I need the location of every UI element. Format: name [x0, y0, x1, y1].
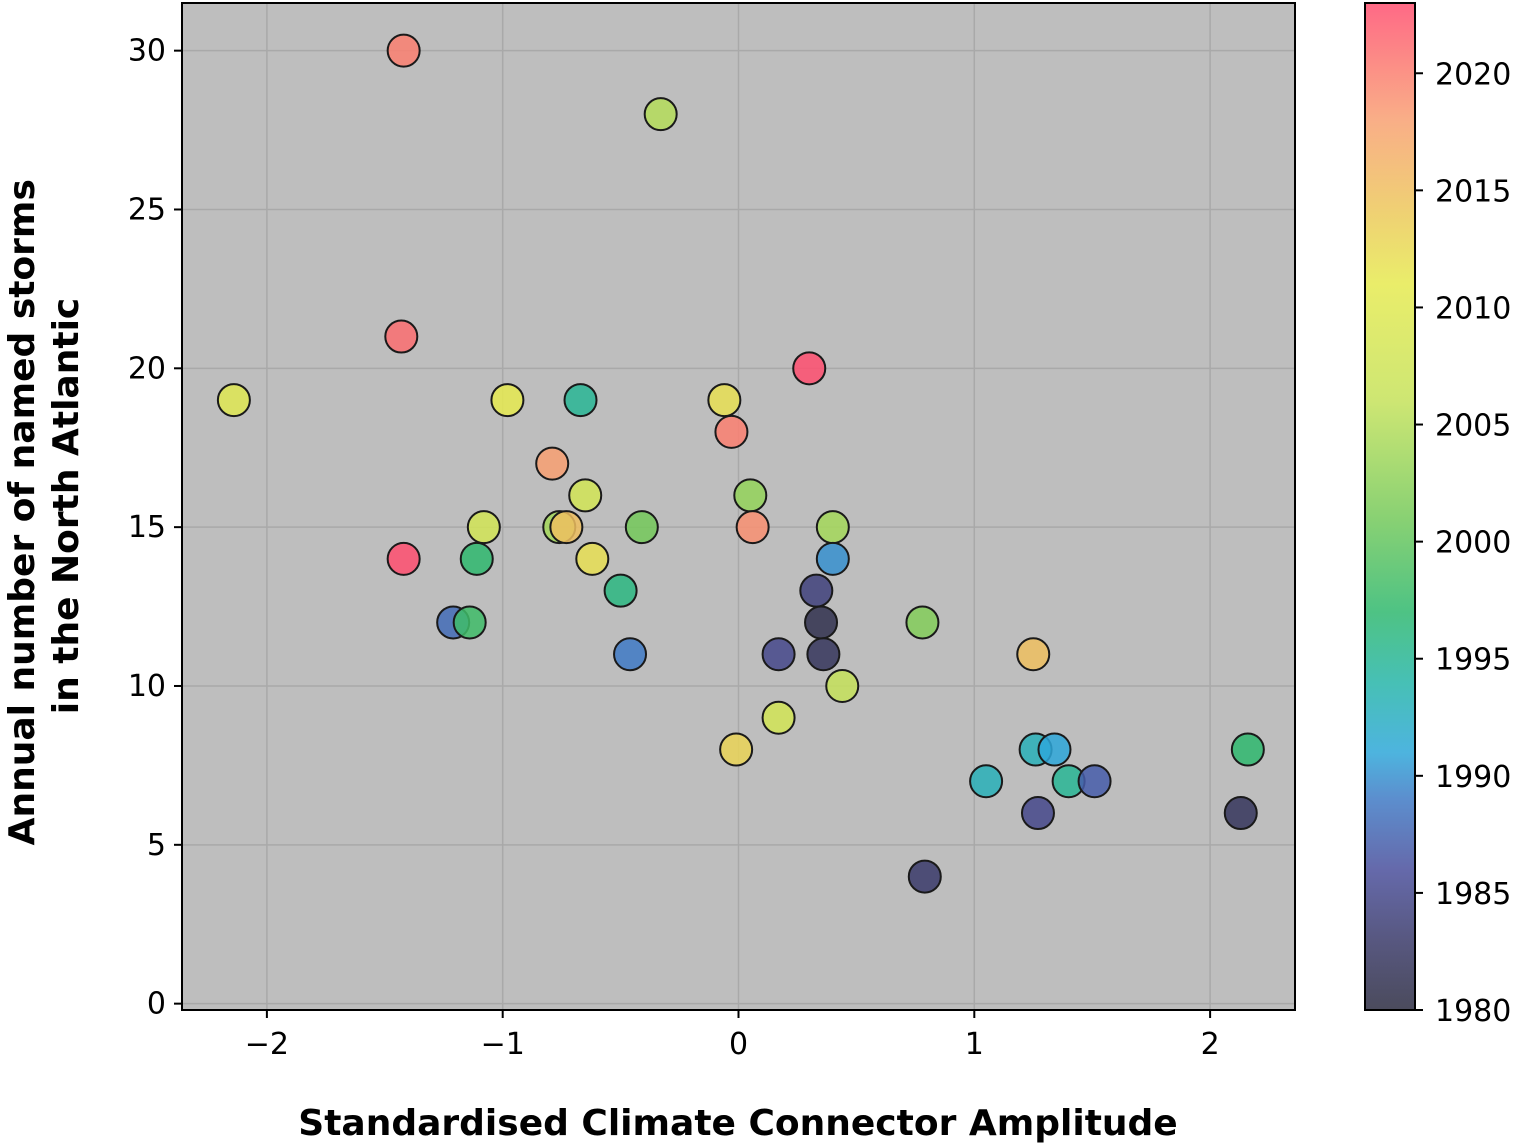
data-point [459, 541, 494, 576]
data-point [761, 637, 796, 672]
y-axis-label-line-1: Annual number of named storms [2, 179, 43, 845]
x-axis: −2 −1 0 1 2 [245, 1010, 1220, 1062]
y-axis: 0 5 10 15 20 25 30 [128, 34, 182, 1022]
data-point [733, 478, 768, 513]
data-point [969, 764, 1004, 799]
data-point [568, 478, 603, 513]
data-point [1223, 796, 1258, 831]
data-point [1230, 732, 1265, 767]
data-point [643, 97, 678, 132]
y-tick-label: 0 [147, 987, 166, 1022]
colorbar-frame [1364, 2, 1416, 1011]
colorbar-ticks: 1980 1985 1990 1995 2000 2005 2010 2015 2020 [1415, 57, 1511, 1029]
data-point [799, 573, 834, 608]
colorbar-fill [1365, 3, 1415, 1010]
colorbar-tick-label: 1990 [1435, 760, 1511, 795]
data-point [216, 383, 251, 418]
data-point [386, 541, 421, 576]
colorbar-tick-label: 2005 [1435, 409, 1511, 444]
data-point [386, 33, 421, 68]
x-tick-label: −2 [245, 1027, 289, 1062]
data-point [563, 383, 598, 418]
colorbar: 1980 1985 1990 1995 2000 2005 2010 2015 2020 [1364, 2, 1511, 1029]
data-point [384, 319, 419, 354]
colorbar-tick-label: 2020 [1435, 57, 1511, 92]
data-point [452, 605, 487, 640]
data-point [1020, 796, 1055, 831]
y-tick-label: 10 [128, 669, 166, 704]
x-axis-label: Standardised Climate Connector Amplitude [298, 1103, 1177, 1143]
x-tick-label: 0 [729, 1027, 748, 1062]
data-point [549, 510, 584, 545]
data-point [1037, 732, 1072, 767]
data-point [1016, 637, 1051, 672]
data-point [792, 351, 827, 386]
x-tick-label: 1 [965, 1027, 984, 1062]
data-point [761, 700, 796, 735]
data-point [825, 668, 860, 703]
colorbar-tick-label: 2015 [1435, 174, 1511, 209]
data-points [216, 33, 1265, 894]
y-tick-label: 5 [147, 828, 166, 863]
data-point [535, 446, 570, 481]
y-axis-label-line-2: in the North Atlantic [46, 298, 87, 715]
colorbar-tick-label: 2010 [1435, 291, 1511, 326]
x-tick-label: 2 [1201, 1027, 1220, 1062]
data-point [1077, 764, 1112, 799]
data-point [719, 732, 754, 767]
y-tick-label: 30 [128, 34, 166, 69]
data-point [735, 510, 770, 545]
data-point [806, 637, 841, 672]
y-tick-label: 20 [128, 351, 166, 386]
colorbar-tick-label: 1995 [1435, 643, 1511, 678]
y-axis-label: Annual number of named storms in the Nor… [2, 167, 87, 846]
data-point [624, 510, 659, 545]
data-point [907, 859, 942, 894]
data-point [603, 573, 638, 608]
data-point [815, 541, 850, 576]
data-point [575, 541, 610, 576]
data-point [613, 637, 648, 672]
data-point [490, 383, 525, 418]
colorbar-tick-label: 2000 [1435, 526, 1511, 561]
data-point [815, 510, 850, 545]
colorbar-tick-label: 1985 [1435, 877, 1511, 912]
data-point [804, 605, 839, 640]
y-tick-label: 15 [128, 510, 166, 545]
data-point [714, 414, 749, 449]
data-point [707, 383, 742, 418]
data-point [905, 605, 940, 640]
x-tick-label: −1 [481, 1027, 525, 1062]
data-point [466, 510, 501, 545]
y-tick-label: 25 [128, 192, 166, 227]
colorbar-tick-label: 1980 [1435, 994, 1511, 1029]
